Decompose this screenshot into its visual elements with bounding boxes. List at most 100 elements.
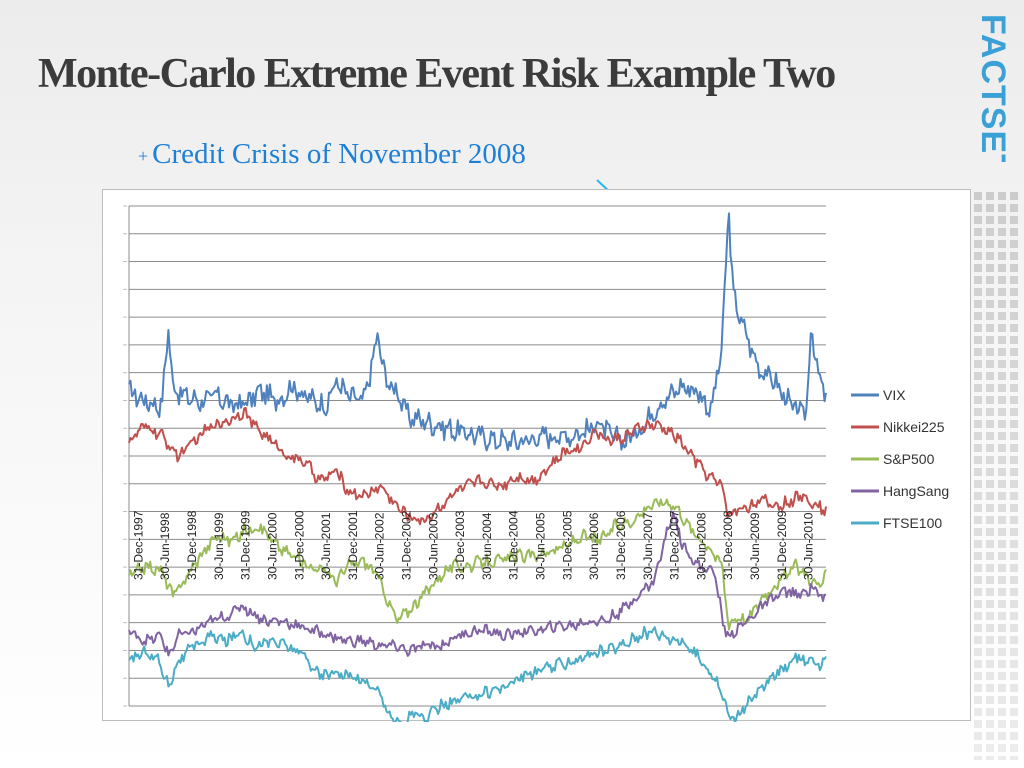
- decor-dot: [986, 384, 994, 392]
- decor-dot: [1010, 600, 1018, 608]
- decor-dot: [998, 720, 1006, 728]
- callout: + Credit Crisis of November 2008: [138, 138, 526, 171]
- decor-dot: [974, 324, 982, 332]
- decor-dot: [974, 360, 982, 368]
- legend-item-ftse100: FTSE100: [883, 515, 942, 531]
- decor-dot: [998, 636, 1006, 644]
- x-tick-label: 30-Jun-2002: [373, 512, 387, 580]
- decor-dot: [998, 504, 1006, 512]
- decor-dot: [974, 288, 982, 296]
- decor-dot: [974, 384, 982, 392]
- decor-dot: [974, 240, 982, 248]
- decor-dot: [1010, 300, 1018, 308]
- legend-item-vix: VIX: [883, 387, 906, 403]
- decor-dot: [998, 420, 1006, 428]
- decor-dot: [1010, 648, 1018, 656]
- decor-dot: [1010, 672, 1018, 680]
- decor-dot: [1010, 468, 1018, 476]
- decor-dot: [986, 576, 994, 584]
- decor-dot: [1010, 732, 1018, 740]
- decor-dot: [1010, 444, 1018, 452]
- decor-dot: [986, 696, 994, 704]
- decor-dot: [1010, 384, 1018, 392]
- decor-dot: [998, 528, 1006, 536]
- decor-dot: [998, 456, 1006, 464]
- x-tick-label: 30-Jun-2001: [319, 512, 333, 580]
- decor-dot: [974, 744, 982, 752]
- decorative-dot-grid: [974, 192, 1018, 760]
- decor-dot: [998, 336, 1006, 344]
- x-tick-label: 30-Jun-2003: [426, 512, 440, 580]
- decor-dot: [974, 516, 982, 524]
- decor-dot: [998, 660, 1006, 668]
- decor-dot: [998, 432, 1006, 440]
- line-chart: 31-Dec-1997 30-Jun-1998 31-Dec-1998 30-Jun-…: [123, 205, 949, 722]
- decor-dot: [1010, 576, 1018, 584]
- decor-dot: [1010, 456, 1018, 464]
- decor-dot: [998, 216, 1006, 224]
- decor-dot: [974, 276, 982, 284]
- decor-dot: [998, 252, 1006, 260]
- decor-dot: [986, 300, 994, 308]
- decor-dot: [986, 204, 994, 212]
- decor-dot: [1010, 744, 1018, 752]
- x-tick-label: 31-Dec-1998: [185, 510, 199, 580]
- decor-dot: [974, 396, 982, 404]
- decor-dot: [974, 228, 982, 236]
- decor-dot: [974, 564, 982, 572]
- decor-dot: [974, 672, 982, 680]
- x-tick-label: 31-Dec-2007: [668, 510, 682, 580]
- decor-dot: [974, 480, 982, 488]
- decor-dot: [998, 228, 1006, 236]
- decor-dot: [998, 552, 1006, 560]
- decor-dot: [998, 540, 1006, 548]
- decor-dot: [986, 684, 994, 692]
- decor-dot: [986, 516, 994, 524]
- decor-dot: [974, 408, 982, 416]
- x-tick-label: 31-Dec-2001: [346, 510, 360, 580]
- decor-dot: [998, 300, 1006, 308]
- decor-dot: [974, 552, 982, 560]
- decor-dot: [986, 432, 994, 440]
- decor-dot: [998, 468, 1006, 476]
- decor-dot: [1010, 552, 1018, 560]
- decor-dot: [974, 252, 982, 260]
- decor-dot: [974, 456, 982, 464]
- decor-dot: [974, 300, 982, 308]
- decor-dot: [998, 684, 1006, 692]
- decor-dot: [1010, 636, 1018, 644]
- decor-dot: [998, 516, 1006, 524]
- decor-dot: [998, 564, 1006, 572]
- decor-dot: [1010, 540, 1018, 548]
- legend-item-sp500: S&P500: [883, 451, 935, 467]
- decor-dot: [1010, 624, 1018, 632]
- decor-dot: [974, 732, 982, 740]
- decor-dot: [1010, 696, 1018, 704]
- decor-dot: [1010, 276, 1018, 284]
- decor-dot: [974, 468, 982, 476]
- decor-dot: [974, 696, 982, 704]
- x-tick-label: 31-Dec-2003: [453, 510, 467, 580]
- decor-dot: [974, 264, 982, 272]
- decor-dot: [986, 708, 994, 716]
- decor-dot: [986, 372, 994, 380]
- x-tick-label: 31-Dec-1999: [239, 510, 253, 580]
- decor-dot: [998, 600, 1006, 608]
- decor-dot: [974, 420, 982, 428]
- decor-dot: [974, 600, 982, 608]
- decor-dot: [998, 348, 1006, 356]
- decor-dot: [998, 444, 1006, 452]
- decor-dot: [1010, 324, 1018, 332]
- decor-dot: [998, 480, 1006, 488]
- decor-dot: [1010, 492, 1018, 500]
- decor-dot: [986, 612, 994, 620]
- decor-dot: [998, 672, 1006, 680]
- decor-dot: [974, 612, 982, 620]
- decor-dot: [986, 336, 994, 344]
- decor-dot: [974, 540, 982, 548]
- decor-dot: [998, 732, 1006, 740]
- decor-dot: [986, 288, 994, 296]
- decor-dot: [974, 336, 982, 344]
- decor-dot: [986, 276, 994, 284]
- decor-dot: [998, 204, 1006, 212]
